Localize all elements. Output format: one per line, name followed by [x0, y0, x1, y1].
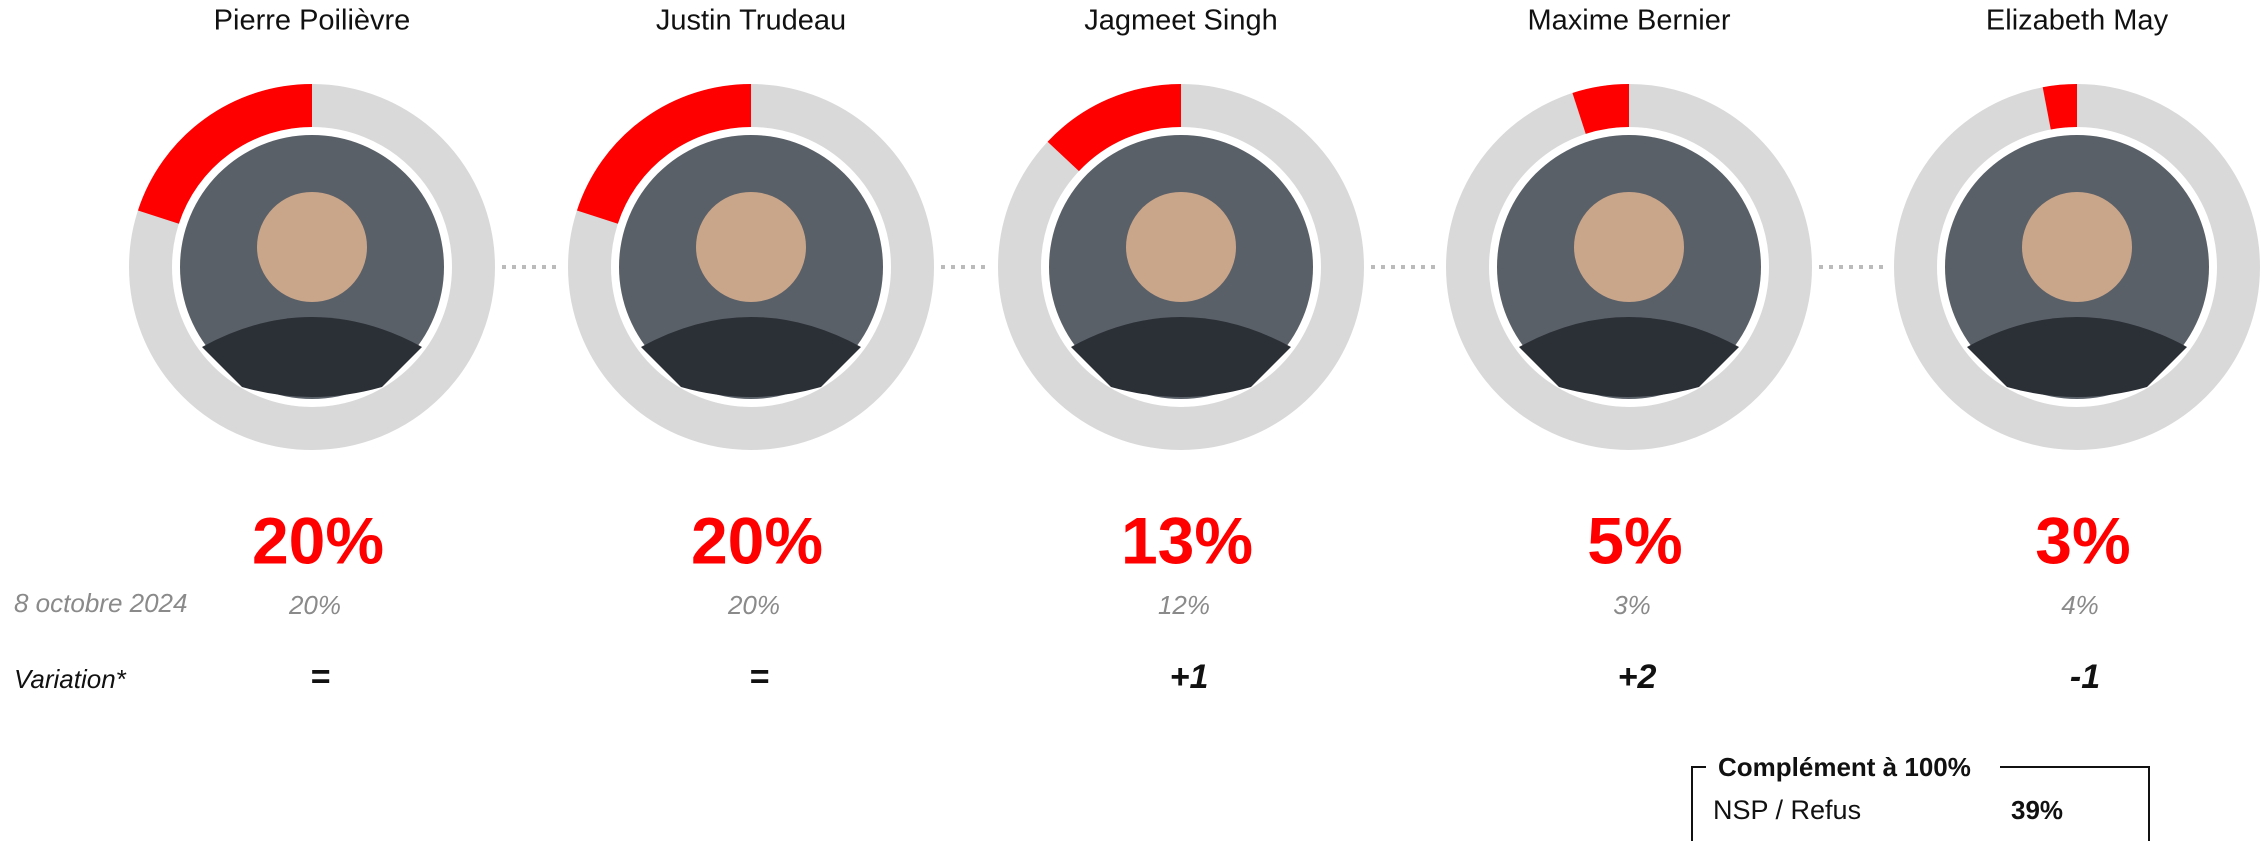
variation: -1: [2070, 658, 2100, 696]
donut-arc: [2047, 106, 2077, 109]
previous-value: 4%: [2061, 590, 2099, 620]
complement-title: Complément à 100%: [1718, 752, 1971, 782]
variation: =: [310, 658, 330, 696]
variation: =: [749, 658, 769, 696]
value-label: 5%: [1587, 503, 1682, 577]
complement-value: 39%: [2011, 795, 2063, 825]
value-label: 20%: [252, 503, 384, 577]
complement-label: NSP / Refus: [1713, 795, 1861, 825]
value-label: 3%: [2035, 503, 2130, 577]
variation: +2: [1618, 658, 1657, 696]
photo-head: [257, 192, 367, 302]
previous-value: 20%: [288, 590, 341, 620]
chart: 8 octobre 2024 Variation* Complément à 1…: [0, 0, 2264, 841]
donut-arc: [1579, 106, 1629, 114]
candidate-name: Maxime Bernier: [1527, 5, 1730, 37]
value-label: 13%: [1121, 503, 1253, 577]
candidate-name: Justin Trudeau: [656, 5, 846, 37]
variation: +1: [1170, 658, 1209, 696]
candidate-name: Pierre Poilièvre: [214, 5, 411, 37]
photo-head: [1574, 192, 1684, 302]
poll-infographic: 8 octobre 2024 Variation* Complément à 1…: [0, 0, 2264, 841]
candidate-name: Jagmeet Singh: [1084, 5, 1277, 37]
previous-value: 12%: [1158, 590, 1210, 620]
variation-label: Variation*: [14, 664, 127, 694]
candidate-name: Elizabeth May: [1986, 5, 2169, 37]
previous-value: 3%: [1613, 590, 1651, 620]
previous-value: 20%: [727, 590, 780, 620]
photo-head: [2022, 192, 2132, 302]
previous-label: 8 octobre 2024: [14, 588, 187, 618]
photo-head: [1126, 192, 1236, 302]
value-label: 20%: [691, 503, 823, 577]
photo-head: [696, 192, 806, 302]
